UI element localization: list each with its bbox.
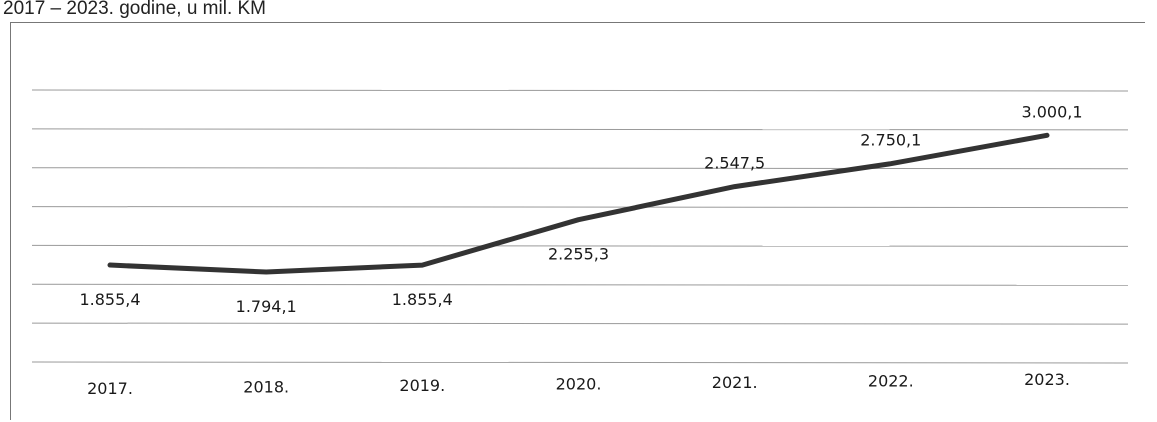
gridline [32, 129, 1128, 130]
x-axis-ticks: 2017. 2018. 2019. 2020. 2021. 2022. 2023. [87, 370, 1070, 398]
x-tick-label: 2018. [243, 378, 289, 397]
x-tick-label: 2023. [1024, 370, 1070, 389]
data-label-2021: 2.547,5 [704, 154, 765, 173]
x-tick-label: 2022. [868, 372, 914, 391]
data-label-2019: 1.855,4 [392, 290, 453, 309]
gridline [32, 90, 1128, 91]
gridline [32, 323, 1128, 324]
data-label-2023: 3.000,1 [1021, 102, 1082, 121]
x-tick-label: 2020. [556, 375, 602, 394]
data-label-2020: 2.255,3 [548, 245, 609, 264]
data-label-2017: 1.855,4 [79, 290, 140, 309]
x-tick-label: 2019. [399, 376, 445, 395]
gridline [32, 207, 1128, 208]
x-tick-label: 2017. [87, 379, 133, 398]
data-label-2022: 2.750,1 [860, 131, 921, 150]
data-label-2018: 1.794,1 [236, 297, 297, 316]
x-tick-label: 2021. [712, 373, 758, 392]
data-labels: 1.855,4 1.794,1 1.855,4 2.255,3 2.547,5 2.750… [79, 102, 1082, 316]
gridline [32, 362, 1128, 363]
gridline [32, 284, 1128, 285]
gridline [32, 168, 1128, 169]
gridlines [32, 90, 1128, 363]
